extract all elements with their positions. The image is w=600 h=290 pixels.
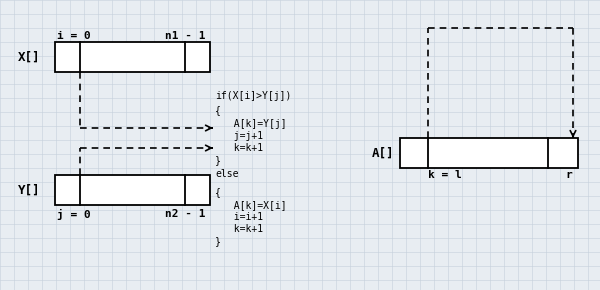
Bar — [400, 138, 578, 168]
Text: i=i+1: i=i+1 — [222, 212, 263, 222]
Text: Y[]: Y[] — [18, 184, 41, 197]
Text: j=j+1: j=j+1 — [222, 131, 263, 141]
Bar — [55, 42, 210, 72]
Text: k=k+1: k=k+1 — [222, 224, 263, 234]
Text: }: } — [215, 236, 221, 246]
Text: A[k]=Y[j]: A[k]=Y[j] — [222, 119, 287, 129]
Text: }: } — [215, 155, 221, 165]
Text: {: { — [215, 105, 221, 115]
Text: n2 - 1: n2 - 1 — [165, 209, 205, 219]
Text: k=k+1: k=k+1 — [222, 143, 263, 153]
Text: A[]: A[] — [372, 146, 395, 160]
Text: A[k]=X[i]: A[k]=X[i] — [222, 200, 287, 210]
Text: if(X[i]>Y[j]): if(X[i]>Y[j]) — [215, 91, 292, 101]
Text: i = 0: i = 0 — [57, 31, 91, 41]
Text: j = 0: j = 0 — [57, 209, 91, 220]
Text: {: { — [215, 187, 221, 197]
Bar — [55, 175, 210, 205]
Text: else: else — [215, 169, 239, 179]
Text: r: r — [565, 170, 572, 180]
Text: X[]: X[] — [18, 50, 41, 64]
Text: n1 - 1: n1 - 1 — [165, 31, 205, 41]
Text: k = l: k = l — [428, 170, 462, 180]
